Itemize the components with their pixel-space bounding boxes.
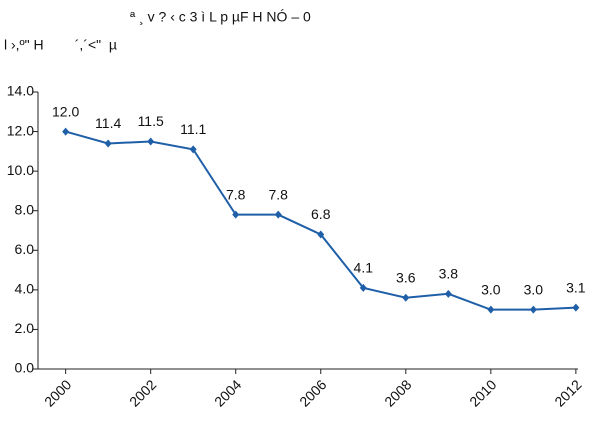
y-tick-label: 10.0 xyxy=(7,162,34,178)
chart-title: ª ¸ v ? ‹ c 3 ì L p µF H NÓ – 0 xyxy=(130,9,311,25)
data-label: 3.1 xyxy=(566,279,586,295)
marker xyxy=(487,305,495,314)
x-tick-label: 2008 xyxy=(381,376,414,409)
data-label: 11.1 xyxy=(180,121,206,137)
data-label: 11.4 xyxy=(95,115,121,131)
marker xyxy=(359,283,367,292)
marker xyxy=(232,210,240,219)
x-tick-label: 2006 xyxy=(296,376,329,409)
y-tick-label: 4.0 xyxy=(15,281,35,297)
x-tick-label: 2000 xyxy=(41,376,74,409)
marker xyxy=(274,210,282,219)
data-label: 3.6 xyxy=(396,269,416,285)
y-tick-label: 6.0 xyxy=(15,241,35,257)
marker xyxy=(104,139,112,148)
data-label: 12.0 xyxy=(52,103,79,119)
data-label: 3.0 xyxy=(481,281,501,297)
marker xyxy=(572,303,580,312)
y-tick-label: 2.0 xyxy=(15,320,35,336)
marker xyxy=(189,145,197,154)
data-label: 7.8 xyxy=(269,186,289,202)
y-tick-label: 8.0 xyxy=(15,201,35,217)
marker xyxy=(529,305,537,314)
data-label: 6.8 xyxy=(311,206,331,222)
marker xyxy=(402,293,410,302)
data-label: 4.1 xyxy=(354,260,374,276)
data-label: 3.0 xyxy=(524,281,544,297)
x-tick-label: 2002 xyxy=(126,376,159,409)
data-label: 3.8 xyxy=(439,266,459,282)
marker xyxy=(62,127,70,136)
x-tick-label: 2004 xyxy=(211,376,244,409)
y-tick-label: 14.0 xyxy=(7,83,34,99)
y-tick-label: 12.0 xyxy=(7,122,34,138)
chart-subtitle: l ›,º" H ´,´<" µ xyxy=(4,37,117,53)
marker xyxy=(317,230,325,239)
marker xyxy=(147,137,155,146)
data-label: 7.8 xyxy=(226,186,246,202)
x-tick-label: 2012 xyxy=(551,376,584,409)
y-tick-label: 0.0 xyxy=(15,360,35,376)
data-label: 11.5 xyxy=(138,113,164,129)
marker xyxy=(444,289,452,298)
x-tick-label: 2010 xyxy=(466,376,499,409)
